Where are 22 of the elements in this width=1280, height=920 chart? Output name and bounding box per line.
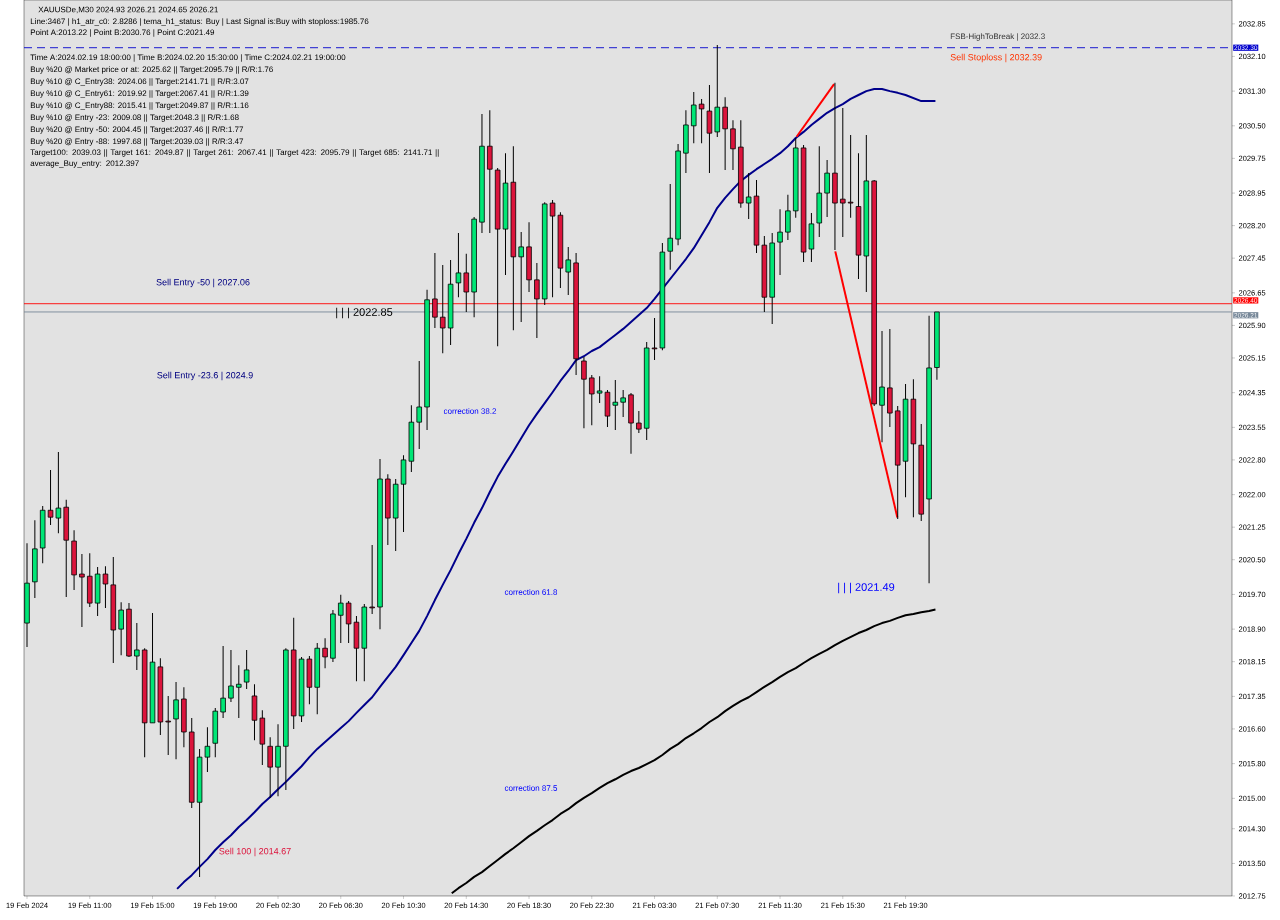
annotation: Time A:2024.02.19 18:00:00 | Time B:2024.02.20 15:30:00 | Time C:2024.02.21 19:00:00	[30, 54, 346, 62]
annotation: Buy %10 @ C_Entry61: 2019.92 || Target:2067.41 || R/R:1.39	[30, 90, 249, 98]
annotation: Sell Entry -50 | 2027.06	[156, 278, 250, 288]
text: FSB-HighToBreak | 2032.3	[950, 33, 1045, 41]
annotation: Buy %10 @ C_Entry38: 2024.06 || Target:2141.71 || R/R:3.07	[30, 78, 249, 86]
annotation: Sell 100 | 2014.67	[219, 847, 291, 857]
annotation: Buy %10 @ C_Entry88: 2015.41 || Target:2049.87 || R/R:1.16	[30, 102, 249, 110]
annotation: Sell Entry -23.6 | 2024.9	[157, 371, 253, 381]
annotation: Buy %20 @ Entry -50: 2004.45 || Target:2037.46 || R/R:1.77	[30, 126, 244, 134]
annotation: | | | 2021.49	[838, 582, 895, 594]
annotation: Buy %10 @ Entry -23: 2009.08 || Target:2048.3 || R/R:1.68	[30, 114, 239, 122]
annotation: correction 87.5	[504, 785, 558, 791]
annotation: Line:3467 | h1_atr_c0: 2.8286 | tema_h1_status: Buy | Last Signal is:Buy with stoploss:1985.76	[30, 18, 369, 26]
annotation: Target100: 2039.03 || Target 161: 2049.87 || Target 261: 2067.41 || Target 423: 2095.79 || Target 685: 2141.71 || average_Buy_entry: 2012.397	[30, 149, 439, 168]
text: Sell Stoploss | 2032.39	[950, 53, 1042, 63]
annotation: Point A:2013.22 | Point B:2030.76 | Point C:2021.49	[30, 29, 215, 37]
annotation: correction 61.8	[504, 589, 558, 595]
annotation: Buy %20 @ Entry -88: 1997.68 || Target:2039.03 || R/R:3.47	[30, 138, 244, 146]
annotation: Buy %20 @ Market price or at: 2025.62 || Target:2095.79 || R/R:1.76	[30, 66, 273, 74]
annotation: correction 38.2	[443, 408, 497, 414]
text: XAUUSDe,M30 2024.93 2026.21 2024.65 2026.21	[38, 6, 218, 14]
annotation: | | | 2022.85	[336, 307, 393, 319]
